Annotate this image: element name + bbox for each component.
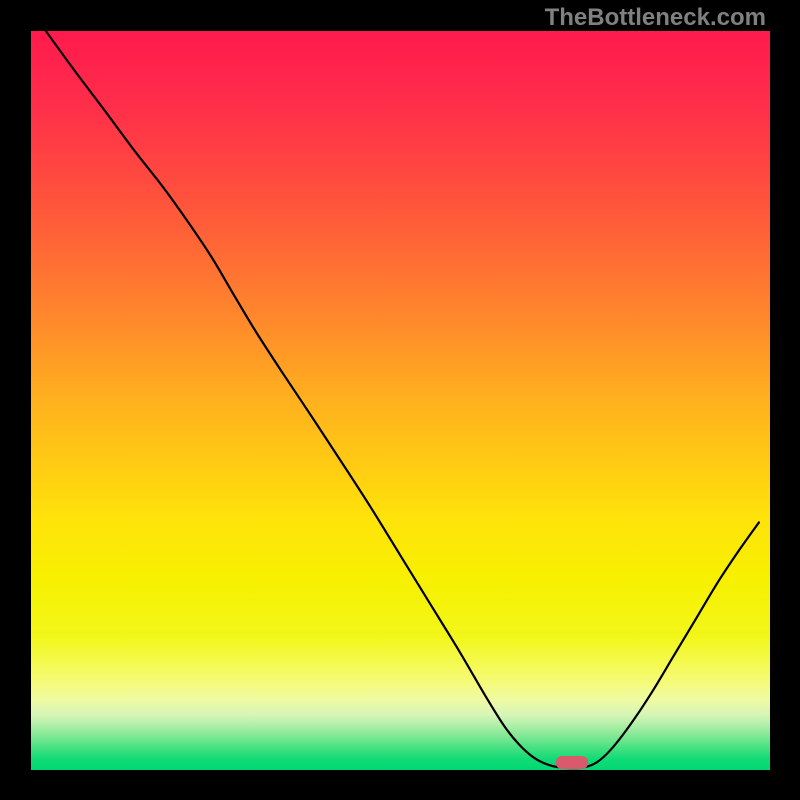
- watermark-label: TheBottleneck.com: [545, 4, 766, 32]
- current-config-marker: [556, 756, 589, 769]
- gradient-background: [31, 31, 770, 770]
- chart-frame: [31, 31, 770, 770]
- plot-svg: [31, 31, 770, 770]
